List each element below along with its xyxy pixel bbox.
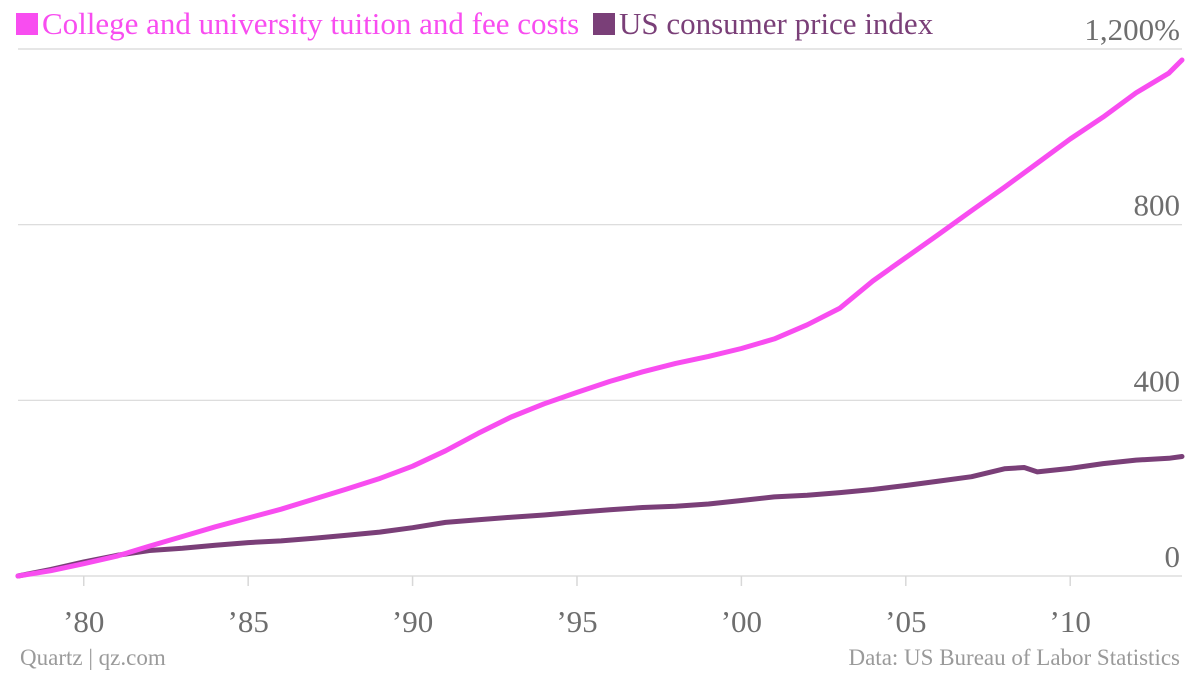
legend-label-cpi: US consumer price index [618, 6, 934, 41]
series-line-cpi [15, 454, 1185, 579]
x-tick-label-1995: ’95 [556, 604, 597, 639]
legend-item-cpi: US consumer price index [592, 6, 934, 42]
source-credit: Quartz | qz.com [20, 645, 166, 670]
x-tick-label-1985: ’85 [228, 604, 269, 639]
data-source-note: Data: US Bureau of Labor Statistics [848, 645, 1180, 670]
legend-item-tuition: College and university tuition and fee c… [16, 6, 579, 42]
series-line-tuition [15, 57, 1185, 579]
y-tick-label-1200: 1,200% [1084, 12, 1180, 47]
y-tick-label-400: 400 [1134, 363, 1181, 398]
x-tick-label-1980: ’80 [63, 604, 104, 639]
y-tick-label-800: 800 [1134, 188, 1181, 223]
chart-legend: College and university tuition and fee c… [16, 6, 939, 43]
x-tick-label-2010: ’10 [1050, 604, 1091, 639]
legend-label-tuition: College and university tuition and fee c… [42, 6, 580, 41]
legend-swatch-tuition [16, 13, 38, 35]
x-tick-label-2000: ’00 [721, 604, 762, 639]
y-tick-label-0: 0 [1165, 539, 1181, 574]
legend-swatch-cpi [592, 13, 615, 35]
x-tick-label-2005: ’05 [885, 604, 926, 639]
x-tick-label-1990: ’90 [392, 604, 433, 639]
